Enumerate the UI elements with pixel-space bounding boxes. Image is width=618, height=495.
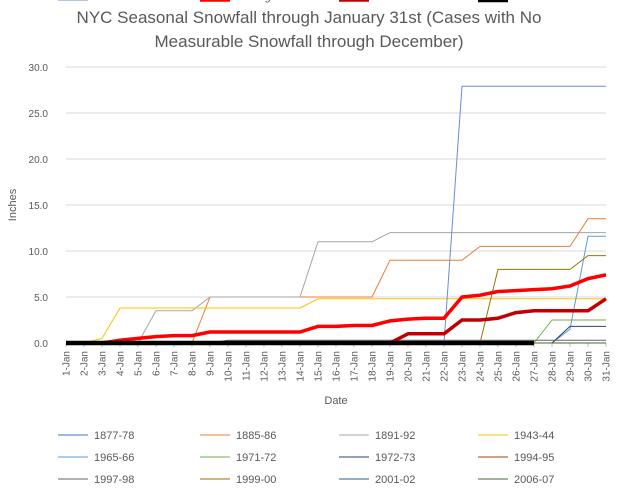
legend-label: 1994-95 [514, 452, 554, 464]
x-tick-label: 2-Jan [80, 351, 91, 376]
x-tick-label: 7-Jan [170, 351, 181, 376]
x-tick-label: 15-Jan [314, 351, 325, 382]
x-tick-label: 24-Jan [476, 351, 487, 382]
legend-label: 1971-72 [236, 452, 276, 464]
y-axis-title: Inches [7, 188, 19, 221]
x-tick-label: 22-Jan [440, 351, 451, 382]
legend-label: 1891-92 [375, 430, 415, 442]
x-tick-label: 23-Jan [458, 351, 469, 382]
y-axis-ticks: 0.0 5.0 10.0 15.0 20.0 25.0 30.0 [29, 63, 49, 350]
x-tick-label: 10-Jan [224, 351, 235, 382]
y-tick-label: 30.0 [29, 63, 49, 74]
legend-label: 2001-02 [375, 474, 415, 486]
x-tick-label: 11-Jan [242, 351, 253, 381]
legend-label: 1885-86 [236, 430, 276, 442]
x-tick-label: 29-Jan [566, 351, 577, 382]
series-line-1943-44 [66, 298, 606, 344]
legend-label: 1877-78 [94, 430, 134, 442]
x-tick-label: 5-Jan [134, 351, 145, 376]
x-tick-label: 26-Jan [512, 351, 523, 382]
y-tick-label: 10.0 [29, 247, 49, 258]
x-tick-label: 19-Jan [386, 351, 397, 382]
x-tick-label: 12-Jan [260, 351, 271, 382]
series-line-1885-86 [66, 218, 606, 344]
legend: 1877-78 1885-86 1891-92 1943-44 1965-66 1971-… [58, 0, 567, 486]
legend-label: 1999-00 [236, 474, 276, 486]
x-tick-label: 30-Jan [584, 351, 595, 382]
x-tick-label: 16-Jan [332, 351, 343, 382]
chart-title-line-2: Measurable Snowfall through December) [154, 32, 464, 51]
legend-label: 1972-73 [375, 452, 415, 464]
x-tick-label: 1-Jan [62, 351, 73, 376]
y-tick-label: 5.0 [34, 293, 48, 304]
legend-label: 1997-98 [94, 474, 134, 486]
x-tick-label: 14-Jan [296, 351, 307, 382]
x-tick-label: 17-Jan [350, 351, 361, 382]
y-tick-label: 20.0 [29, 155, 49, 166]
y-tick-label: 0.0 [34, 339, 48, 350]
y-tick-label: 15.0 [29, 201, 49, 212]
legend-label: 1943-44 [514, 430, 554, 442]
x-tick-label: 25-Jan [494, 351, 505, 382]
legend-label: Median [375, 0, 411, 3]
series-line-2015-16 [66, 85, 606, 344]
x-axis-title: Date [324, 395, 347, 407]
x-tick-label: 4-Jan [116, 351, 127, 376]
series-lines [66, 85, 607, 346]
chart-title-line-1: NYC Seasonal Snowfall through January 31… [76, 8, 542, 27]
x-tick-label: 6-Jan [152, 351, 163, 376]
x-tick-label: 9-Jan [206, 351, 217, 376]
series-line-average [66, 273, 607, 345]
x-tick-label: 31-Jan [602, 351, 613, 382]
x-tick-label: 8-Jan [188, 351, 199, 376]
legend-label: 2015-16 [94, 0, 134, 3]
legend-label: 2006-07 [514, 474, 554, 486]
x-axis-ticks: 1-Jan 2-Jan 3-Jan 4-Jan 5-Jan 6-Jan 7-Jan 8-Jan… [62, 343, 613, 382]
x-tick-label: 18-Jan [368, 351, 379, 382]
series-line-1971-72 [66, 319, 606, 344]
legend-label: Average [236, 0, 277, 3]
x-tick-label: 28-Jan [548, 351, 559, 382]
x-tick-label: 27-Jan [530, 351, 541, 382]
y-tick-label: 25.0 [29, 109, 49, 120]
x-tick-label: 13-Jan [278, 351, 289, 382]
series-line-1891-92 [66, 232, 606, 344]
legend-label: 1965-66 [94, 452, 134, 464]
x-tick-label: 21-Jan [422, 351, 433, 382]
grid [66, 66, 606, 344]
legend-label: 2022-2023 [514, 0, 567, 3]
x-tick-label: 20-Jan [404, 351, 415, 382]
x-tick-label: 3-Jan [98, 351, 109, 376]
